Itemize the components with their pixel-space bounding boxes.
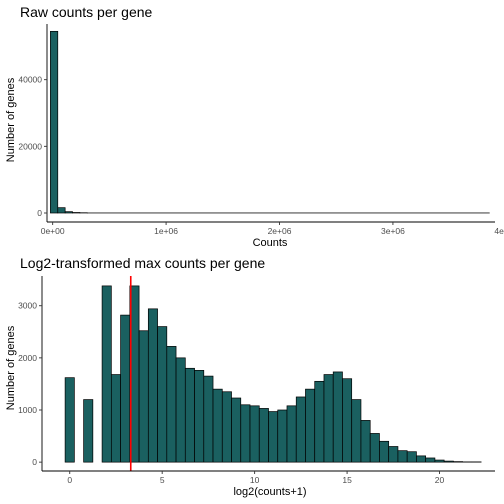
y-axis: 0 20000 40000: [18, 75, 47, 218]
histogram-bar: [314, 380, 325, 463]
histogram-bar: [406, 451, 417, 463]
bars: [50, 30, 490, 214]
y-axis-title: Number of genes: [5, 325, 17, 410]
x-tick-label: 1e+06: [154, 226, 178, 236]
histogram-bar: [268, 411, 279, 463]
histogram-bar: [101, 285, 112, 463]
histogram-bar: [57, 207, 66, 214]
histogram-bar: [194, 370, 205, 463]
x-tick-label: 2e+06: [268, 226, 292, 236]
histogram-bar: [184, 367, 195, 463]
histogram-bar: [64, 377, 75, 463]
histogram-bar: [175, 357, 186, 463]
histogram-bar: [157, 326, 168, 463]
y-tick-label: 20000: [18, 141, 42, 151]
y-axis: 0 1000 2000 3000: [18, 301, 42, 467]
histogram-bar: [443, 460, 454, 463]
y-tick-label: 0: [32, 457, 37, 467]
raw-counts-panel: Raw counts per gene Counts Number of gen…: [5, 4, 504, 249]
x-tick-label: 10: [250, 475, 260, 485]
histogram-bar: [83, 399, 94, 463]
histogram-bar: [369, 433, 380, 463]
histogram-bar: [434, 459, 445, 463]
histogram-bar: [72, 212, 81, 214]
y-tick-label: 3000: [18, 301, 37, 311]
histogram-bar: [120, 314, 131, 463]
y-tick-label: 0: [37, 208, 42, 218]
x-axis: 0 5 10 15 20: [67, 471, 445, 485]
histogram-bar: [425, 457, 436, 463]
histogram-bar: [397, 450, 408, 463]
histogram-bar: [323, 374, 334, 463]
histogram-bar: [240, 404, 251, 463]
histogram-bar: [277, 409, 288, 463]
histogram-bar: [305, 388, 316, 463]
histogram-bar: [203, 375, 214, 463]
histogram-bar: [286, 405, 297, 463]
histogram-bar: [166, 346, 177, 463]
histogram-bar: [110, 374, 121, 463]
y-tick-label: 40000: [18, 75, 42, 85]
histogram-bar: [138, 330, 149, 463]
histogram-bar: [231, 397, 242, 463]
histogram-bar: [351, 399, 362, 463]
histogram-bar: [295, 396, 306, 463]
chart-title: Raw counts per gene: [20, 4, 153, 20]
histogram-bar: [221, 391, 232, 463]
histogram-bar: [416, 455, 427, 463]
y-axis-title: Number of genes: [5, 77, 17, 162]
histogram-bar: [332, 371, 343, 463]
bars: [64, 285, 482, 463]
histogram-bar: [64, 211, 73, 214]
histogram-bar: [388, 446, 399, 463]
histogram-bar: [258, 408, 269, 463]
x-tick-label: 15: [342, 475, 352, 485]
histogram-bar: [360, 420, 371, 463]
histogram-bar: [147, 308, 158, 463]
histogram-bar: [453, 461, 463, 463]
x-axis: 0e+00 1e+06 2e+06 3e+06 4e+06: [41, 222, 504, 236]
y-tick-label: 1000: [18, 405, 37, 415]
chart-title: Log2-transformed max counts per gene: [20, 255, 265, 271]
x-tick-label: 5: [160, 475, 165, 485]
x-tick-label: 4e+06: [494, 226, 504, 236]
histogram-bar: [379, 440, 390, 463]
x-tick-label: 20: [435, 475, 445, 485]
histogram-bar: [212, 388, 223, 463]
x-tick-label: 0e+00: [41, 226, 65, 236]
histogram-bar: [342, 378, 353, 463]
x-tick-label: 0: [67, 475, 72, 485]
histogram-bar: [249, 405, 260, 463]
x-axis-title: log2(counts+1): [233, 486, 306, 498]
y-tick-label: 2000: [18, 353, 37, 363]
histogram-bar: [50, 30, 59, 214]
x-tick-label: 3e+06: [381, 226, 405, 236]
x-axis-title: Counts: [253, 237, 288, 249]
log2-counts-panel: Log2-transformed max counts per gene log…: [5, 255, 495, 498]
